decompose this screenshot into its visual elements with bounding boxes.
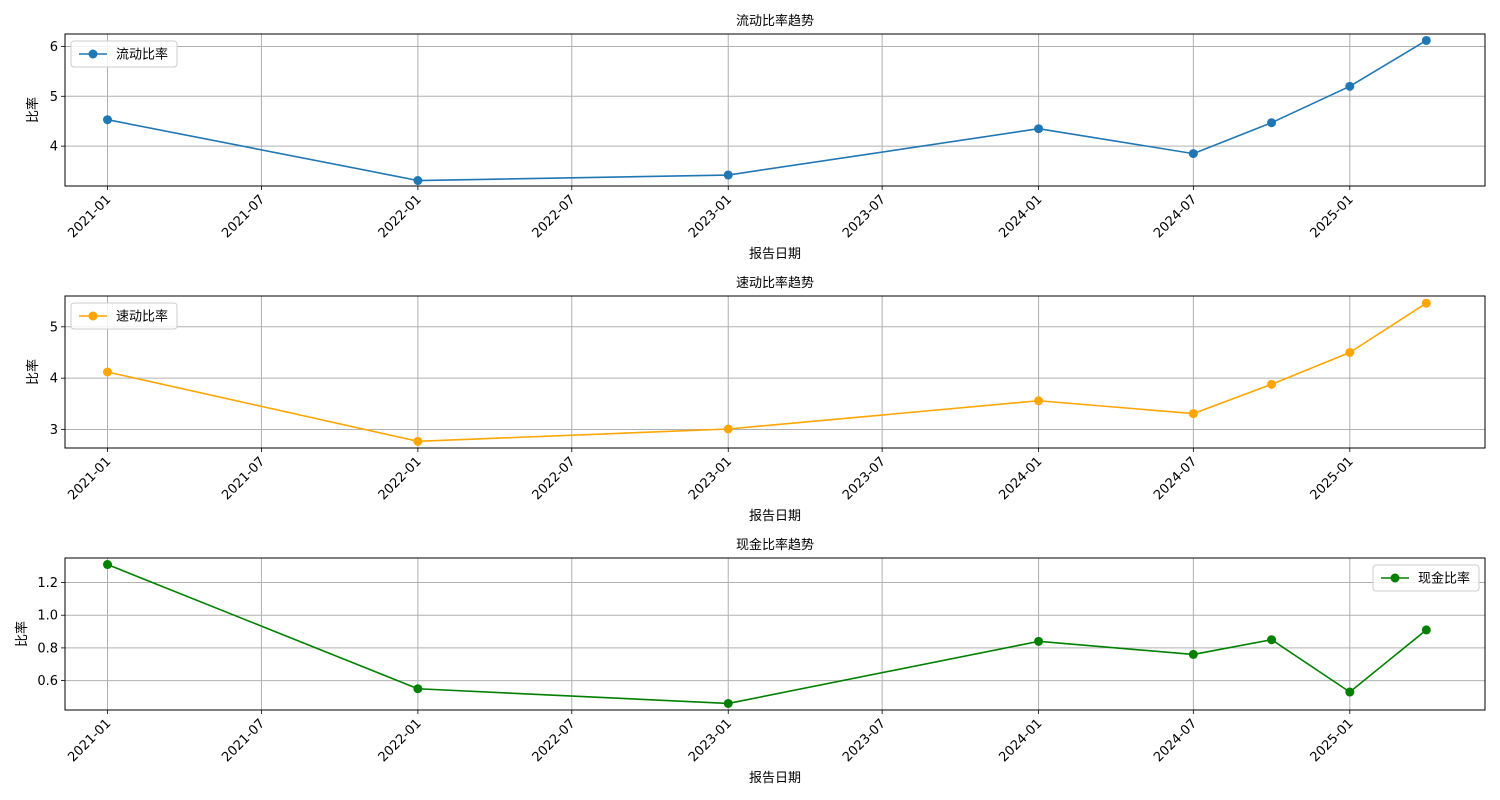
x-tick-label: 2022-01 <box>376 716 425 765</box>
x-tick-label: 2021-07 <box>219 716 268 765</box>
x-axis-label: 报告日期 <box>749 509 801 524</box>
y-tick-label: 4 <box>50 140 58 155</box>
data-point <box>413 176 423 186</box>
data-point <box>1034 636 1044 646</box>
chart-title: 现金比率趋势 <box>736 537 814 553</box>
x-tick-label: 2023-01 <box>686 454 735 503</box>
legend-marker <box>88 49 98 59</box>
data-point <box>1421 35 1431 45</box>
legend-marker <box>1390 573 1400 583</box>
data-point <box>413 684 423 694</box>
x-tick-label: 2023-07 <box>840 454 889 503</box>
y-tick-label: 6 <box>50 40 58 55</box>
x-axis-label: 报告日期 <box>749 771 801 786</box>
chart-panel-1: 流动比率趋势 2021-01 2021-07 2022-01 2022-07 2023-0… <box>25 13 1486 262</box>
x-tick-label: 2022-07 <box>530 454 579 503</box>
x-tick-label: 2023-01 <box>686 716 735 765</box>
x-tick-label: 2023-01 <box>686 192 735 241</box>
y-tick-label: 1.2 <box>37 576 58 591</box>
data-point <box>1034 396 1044 406</box>
series-line <box>107 563 1427 705</box>
legend-label: 现金比率 <box>1418 571 1470 587</box>
legend: 速动比率 <box>70 302 178 330</box>
chart-panel-2: 速动比率趋势 2021-01 2021-07 2022-01 2022-07 2023-0… <box>25 275 1486 524</box>
x-tick-label: 2024-07 <box>1151 454 1200 503</box>
chart-title: 速动比率趋势 <box>736 275 814 291</box>
chart-panel-3: 现金比率趋势 2021-01 2021-07 2022-01 2022-07 2023-0… <box>14 537 1486 786</box>
data-point <box>103 367 113 377</box>
data-point <box>1267 379 1277 389</box>
x-tick-label: 2024-07 <box>1151 192 1200 241</box>
data-point <box>723 424 733 434</box>
y-tick-label: 0.8 <box>37 641 58 656</box>
x-tick-label: 2024-01 <box>996 192 1045 241</box>
x-tick-label: 2022-07 <box>530 192 579 241</box>
data-point <box>1421 298 1431 308</box>
y-tick-label: 3 <box>50 423 58 438</box>
plot-frame <box>64 557 1486 711</box>
x-tick-label: 2024-01 <box>996 454 1045 503</box>
x-tick-label: 2025-01 <box>1308 716 1357 765</box>
data-point <box>1034 124 1044 134</box>
data-point <box>1188 409 1198 419</box>
y-tick-label: 0.6 <box>37 674 58 689</box>
y-axis-label: 比率 <box>25 359 41 385</box>
x-tick-label: 2021-01 <box>65 716 114 765</box>
data-point <box>103 115 113 125</box>
legend-label: 流动比率 <box>116 47 168 63</box>
x-axis-label: 报告日期 <box>749 247 801 262</box>
data-point <box>1188 149 1198 159</box>
data-point <box>723 170 733 180</box>
data-point <box>1267 118 1277 128</box>
chart-title: 流动比率趋势 <box>736 13 814 29</box>
plot-frame <box>64 295 1486 449</box>
legend-box <box>70 40 178 68</box>
data-point <box>1345 81 1355 91</box>
x-tick-label: 2021-07 <box>219 192 268 241</box>
x-tick-label: 2021-01 <box>65 454 114 503</box>
data-point <box>1345 347 1355 357</box>
x-tick-label: 2025-01 <box>1308 192 1357 241</box>
data-point <box>103 560 113 570</box>
y-tick-label: 5 <box>50 90 58 105</box>
series-line <box>107 39 1427 182</box>
x-tick-label: 2022-01 <box>376 454 425 503</box>
legend: 现金比率 <box>1372 564 1480 592</box>
plot-frame <box>64 33 1486 187</box>
x-tick-label: 2023-07 <box>840 716 889 765</box>
y-tick-label: 5 <box>50 320 58 335</box>
legend: 流动比率 <box>70 40 178 68</box>
y-tick-label: 1.0 <box>37 609 58 624</box>
x-tick-label: 2024-01 <box>996 716 1045 765</box>
data-point <box>413 436 423 446</box>
x-tick-label: 2022-01 <box>376 192 425 241</box>
legend-label: 速动比率 <box>116 309 168 325</box>
legend-marker <box>88 311 98 321</box>
y-tick-label: 4 <box>50 372 58 387</box>
series-line <box>107 302 1427 443</box>
data-point <box>1421 625 1431 635</box>
y-axis-label: 比率 <box>25 97 41 123</box>
data-point <box>1267 635 1277 645</box>
legend-box <box>70 302 178 330</box>
data-point <box>723 698 733 708</box>
x-tick-label: 2023-07 <box>840 192 889 241</box>
legend-box <box>1372 564 1480 592</box>
x-tick-label: 2025-01 <box>1308 454 1357 503</box>
data-point <box>1188 649 1198 659</box>
x-tick-label: 2022-07 <box>530 716 579 765</box>
data-point <box>1345 687 1355 697</box>
x-tick-label: 2021-01 <box>65 192 114 241</box>
x-tick-label: 2021-07 <box>219 454 268 503</box>
y-axis-label: 比率 <box>14 621 30 647</box>
x-tick-label: 2024-07 <box>1151 716 1200 765</box>
